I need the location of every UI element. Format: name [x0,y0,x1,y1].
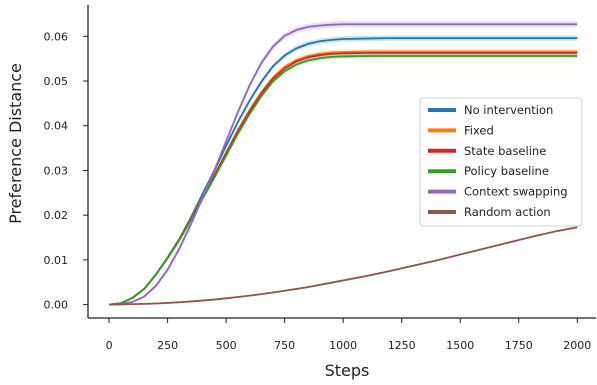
y-tick-label: 0.01 [44,254,69,267]
y-tick-label: 0.06 [44,30,69,43]
legend-label: No intervention [464,103,553,117]
legend-label: Context swapping [464,185,568,199]
y-tick-label: 0.02 [44,209,69,222]
x-tick-label: 1750 [505,339,533,352]
y-tick-label: 0.00 [44,299,69,312]
series-line [108,55,578,306]
x-tick-label: 1500 [446,339,474,352]
legend-label: State baseline [464,144,546,158]
series-line [109,23,578,306]
y-tick-label: 0.05 [44,75,69,88]
x-axis-label: Steps [325,361,370,380]
x-tick-label: 2000 [563,339,591,352]
x-tick-label: 0 [106,339,113,352]
legend-label: Policy baseline [464,164,549,178]
legend-label: Random action [464,205,551,219]
series-line [109,226,578,306]
y-tick-label: 0.04 [44,120,69,133]
legend-box [419,97,583,227]
x-tick-label: 1000 [329,339,357,352]
x-tick-label: 500 [216,339,237,352]
x-axis-ticks: 0 250 500 750 1000 1250 1500 1750 2000 [106,318,591,352]
series-lines [108,23,578,306]
y-tick-label: 0.03 [44,164,69,177]
legend-label: Fixed [464,123,494,137]
x-tick-label: 750 [274,339,295,352]
y-axis-label: Preference Distance [6,63,25,224]
axes [87,5,596,319]
legend: No intervention Fixed State baseline Policy… [419,97,583,227]
y-axis-ticks: 0.00 0.01 0.02 0.03 0.04 0.05 0.06 [44,30,88,312]
x-tick-label: 250 [157,339,178,352]
x-tick-label: 1250 [388,339,416,352]
